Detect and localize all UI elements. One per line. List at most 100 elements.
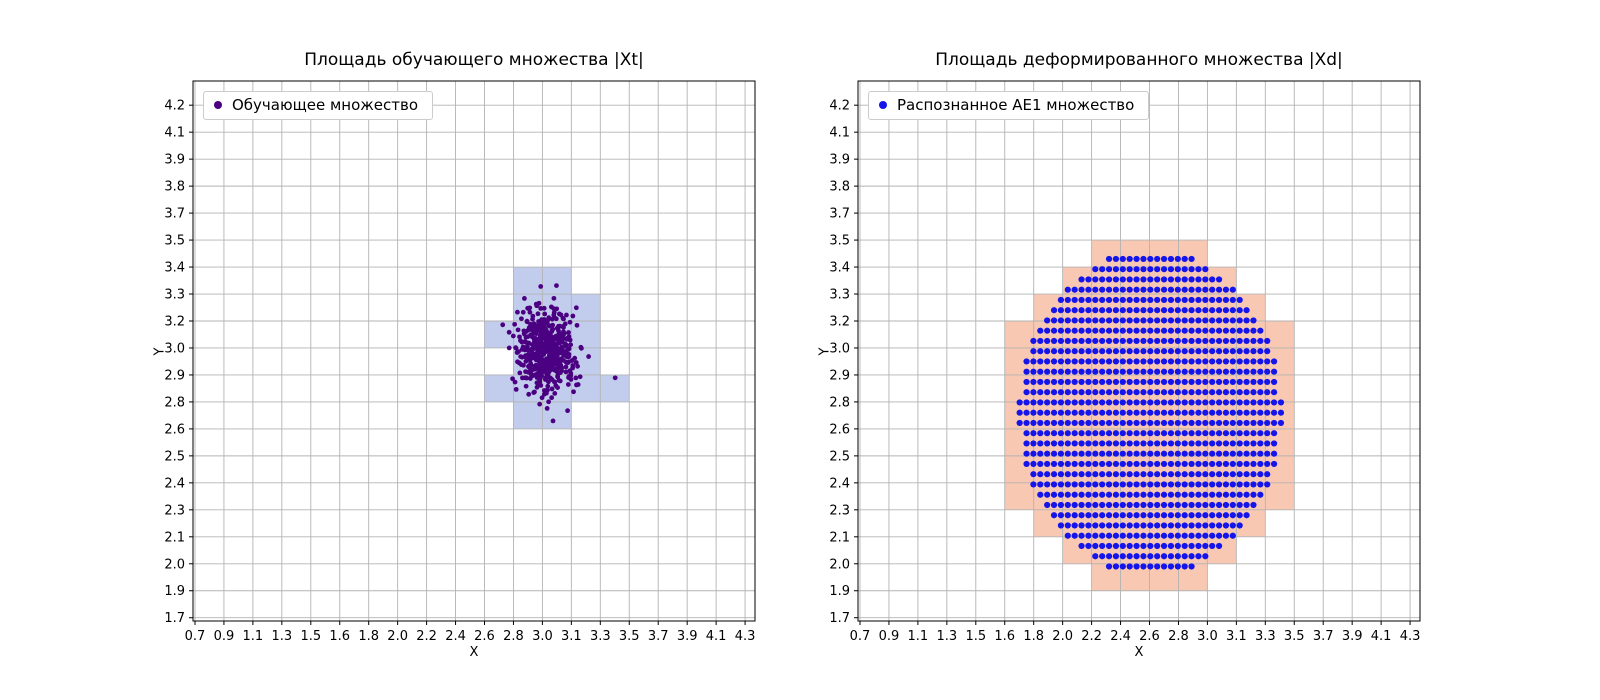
data-point	[1085, 368, 1092, 375]
data-point	[1160, 378, 1168, 386]
data-point	[1222, 512, 1230, 519]
data-point	[1119, 563, 1126, 570]
y-tick-label: 3.2	[164, 314, 185, 329]
data-point	[1243, 430, 1250, 437]
data-point	[538, 284, 544, 289]
data-point	[522, 347, 528, 353]
data-point	[1167, 255, 1175, 263]
x-tick-label: 0.7	[850, 629, 871, 644]
data-point	[513, 345, 519, 351]
data-point	[1215, 430, 1223, 437]
data-point	[1119, 266, 1126, 273]
data-point	[1243, 501, 1250, 509]
data-point	[1229, 450, 1236, 457]
data-point	[1064, 399, 1071, 406]
data-point	[543, 377, 548, 382]
data-point	[1160, 337, 1168, 345]
data-point	[1147, 522, 1154, 529]
data-point	[566, 334, 572, 339]
data-point	[1222, 532, 1230, 539]
data-point	[1057, 471, 1065, 478]
x-tick-label: 3.9	[1342, 629, 1363, 644]
y-axis-label-deformed: Y	[817, 347, 833, 356]
data-point	[1023, 378, 1030, 386]
data-point	[1105, 266, 1113, 273]
data-point	[1160, 440, 1168, 447]
y-tick-label: 3.9	[164, 153, 185, 168]
data-point	[1037, 430, 1044, 437]
data-point	[1133, 440, 1140, 447]
data-point	[1071, 522, 1078, 529]
data-point	[1236, 378, 1243, 386]
data-point	[566, 330, 571, 335]
data-point	[1257, 327, 1264, 334]
data-point	[1264, 440, 1271, 447]
data-point	[1229, 286, 1236, 293]
data-point	[1112, 450, 1120, 457]
data-point	[563, 359, 569, 365]
x-tick-label: 3.3	[1255, 629, 1276, 644]
data-point	[1154, 460, 1161, 468]
data-point	[1277, 409, 1285, 416]
data-point	[1160, 542, 1168, 550]
data-point	[1050, 471, 1058, 478]
data-point	[1092, 389, 1099, 396]
data-point	[1202, 440, 1209, 447]
data-point	[1147, 389, 1154, 396]
data-point	[1105, 276, 1113, 283]
data-point	[547, 348, 553, 354]
data-point	[1154, 317, 1161, 324]
data-point	[1099, 348, 1106, 355]
data-point	[1188, 522, 1195, 529]
data-point	[1057, 296, 1065, 304]
shaded-cell	[1207, 536, 1237, 564]
data-point	[537, 378, 543, 384]
shaded-cell	[1120, 455, 1150, 483]
data-point	[1050, 337, 1058, 345]
data-point	[1243, 348, 1250, 355]
data-point	[1085, 317, 1092, 324]
data-point	[1071, 327, 1078, 334]
data-point	[1085, 501, 1092, 509]
data-point	[1064, 522, 1071, 529]
data-point	[1264, 419, 1271, 427]
data-point	[1243, 419, 1250, 427]
data-point	[1250, 327, 1257, 334]
data-point	[1092, 491, 1099, 498]
data-point	[1270, 368, 1278, 375]
data-point	[1188, 512, 1195, 519]
data-point	[1215, 317, 1223, 324]
data-point	[1195, 532, 1202, 539]
data-point	[556, 311, 562, 317]
data-point	[1167, 430, 1175, 437]
data-point	[1154, 266, 1161, 273]
data-point	[1188, 501, 1195, 509]
shaded-cell	[1004, 455, 1034, 483]
legend-deformed: Распознанное AE1 множество	[868, 91, 1150, 120]
data-point	[1050, 460, 1058, 468]
data-point	[1181, 440, 1188, 447]
data-point	[1160, 471, 1168, 478]
shaded-cell	[1062, 455, 1092, 483]
data-point	[1243, 399, 1250, 406]
data-point	[534, 328, 539, 334]
data-point	[1188, 542, 1195, 550]
data-point	[1078, 522, 1085, 529]
data-point	[1264, 358, 1271, 365]
data-point	[1167, 460, 1175, 468]
data-point	[1209, 286, 1216, 293]
data-point	[562, 341, 568, 347]
data-point	[1250, 419, 1257, 427]
data-point	[1030, 368, 1037, 375]
data-point	[1209, 522, 1216, 529]
data-point	[551, 310, 557, 315]
data-point	[1023, 399, 1030, 406]
data-point	[1222, 368, 1230, 375]
data-point	[1181, 307, 1188, 314]
data-point	[1277, 399, 1285, 406]
data-point	[1085, 419, 1092, 427]
data-point	[1044, 471, 1051, 478]
data-point	[1126, 296, 1133, 304]
data-point	[1064, 307, 1071, 314]
data-point	[1057, 522, 1065, 529]
